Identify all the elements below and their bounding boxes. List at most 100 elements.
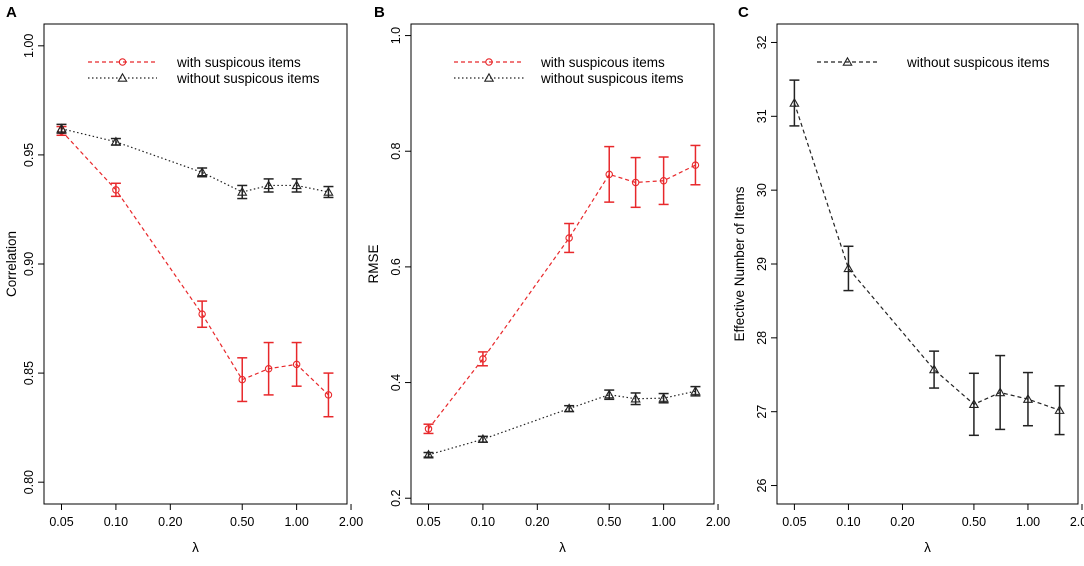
data-point: [263, 180, 274, 190]
panel-letter: A: [6, 4, 17, 21]
data-point: [324, 391, 333, 399]
panel-letter: B: [374, 4, 385, 21]
plot-frame: [43, 23, 348, 505]
x-tick-label: 0.05: [416, 515, 440, 529]
x-tick-label: 1.00: [651, 515, 675, 529]
y-tick-label: 0.4: [389, 374, 403, 391]
data-point: [291, 180, 302, 190]
x-tick-label: 2.00: [339, 515, 363, 529]
series-line: [61, 128, 329, 193]
y-tick-label: 0.95: [22, 143, 36, 167]
data-point: [631, 178, 640, 187]
legend-label: without suspicous items: [906, 55, 1050, 70]
legend-marker: [118, 58, 127, 66]
y-tick-label: 28: [755, 331, 769, 345]
data-point: [477, 433, 489, 443]
x-tick-label: 0.20: [525, 515, 549, 529]
y-tick-label: 0.85: [22, 361, 36, 385]
data-point: [928, 364, 940, 374]
data-point: [968, 398, 980, 409]
data-point: [658, 392, 669, 402]
y-tick-label: 1.0: [389, 27, 403, 44]
series-line: [793, 102, 1060, 411]
data-point: [659, 176, 668, 185]
series-without-suspicious: [789, 79, 1065, 437]
y-tick-label: 30: [755, 183, 769, 197]
x-tick-label: 2.00: [706, 515, 730, 529]
series-line: [428, 164, 696, 430]
panel-letter: C: [738, 4, 749, 21]
legend: without suspicous items: [817, 55, 1050, 70]
data-point: [1054, 404, 1065, 414]
plot-frame: [410, 23, 715, 505]
legend-label: without suspicous items: [540, 71, 684, 86]
data-point: [238, 375, 246, 384]
panel-c: C 0.05 0.10 0.20 0.50 1.00 2.00 26 27 28 29 30 31 32 λ…: [732, 4, 1084, 555]
x-tick-label: 0.05: [782, 515, 806, 529]
data-point: [691, 161, 700, 169]
x-axis-label: λ: [559, 540, 566, 555]
data-point: [630, 393, 641, 403]
data-point: [690, 385, 701, 395]
y-tick-label: 0.80: [22, 470, 36, 494]
data-point: [843, 263, 854, 273]
data-point: [423, 449, 434, 459]
y-axis-label: Effective Number of Items: [732, 186, 747, 341]
data-point: [995, 387, 1006, 397]
legend-label: with suspicous items: [176, 55, 301, 70]
x-tick-label: 0.05: [49, 515, 73, 529]
series-line: [61, 130, 329, 396]
data-point: [424, 425, 433, 433]
y-axis-label: Correlation: [4, 231, 19, 297]
data-point: [604, 389, 615, 399]
data-point: [789, 97, 800, 107]
x-axis-label: λ: [192, 540, 199, 555]
panel-b: B 0.05 0.10 0.20 0.50 1.00 2.00 0.2 0.4 0.6 0.8 1.0…: [366, 4, 730, 555]
series-without-suspicious: [423, 385, 701, 459]
y-axis-label: RMSE: [366, 244, 381, 283]
data-point: [292, 360, 301, 369]
legend-marker: [485, 58, 493, 66]
data-point: [1022, 393, 1034, 403]
data-point: [196, 167, 208, 177]
y-tick-label: 1.00: [22, 34, 36, 58]
legend-marker: [842, 56, 853, 66]
legend-marker: [483, 72, 495, 82]
y-tick-label: 27: [755, 405, 769, 419]
legend-label: without suspicous items: [176, 71, 320, 86]
legend-marker: [117, 72, 128, 82]
y-tick-label: 32: [755, 35, 769, 49]
series-line: [428, 390, 696, 456]
data-point: [605, 170, 613, 179]
data-point: [264, 364, 273, 373]
y-tick-label: 0.6: [389, 258, 403, 275]
legend-label: with suspicous items: [540, 55, 665, 70]
x-tick-label: 0.10: [104, 515, 128, 529]
plot-frame: [776, 23, 1079, 505]
data-point: [563, 403, 575, 413]
data-point: [479, 355, 487, 363]
series-with-suspicious: [56, 125, 334, 418]
series-without-suspicious: [56, 123, 334, 200]
data-point: [56, 123, 67, 133]
y-tick-label: 0.90: [22, 252, 36, 276]
x-tick-label: 1.00: [1016, 515, 1040, 529]
data-point: [110, 136, 122, 146]
x-tick-label: 0.50: [597, 515, 621, 529]
series-with-suspicious: [423, 144, 701, 435]
x-tick-label: 0.20: [158, 515, 182, 529]
y-tick-label: 0.2: [389, 489, 403, 506]
x-tick-label: 1.00: [284, 515, 308, 529]
x-axis-label: λ: [924, 540, 931, 555]
x-tick-label: 0.20: [890, 515, 914, 529]
y-tick-label: 26: [755, 479, 769, 493]
data-point: [112, 186, 120, 194]
x-tick-label: 0.50: [962, 515, 986, 529]
x-tick-label: 0.10: [836, 515, 860, 529]
panel-a: A 0.05 0.10 0.20 0.50 1.00 2.00 0.80 0.85 0.90 0.9…: [4, 4, 363, 555]
x-tick-label: 0.10: [471, 515, 495, 529]
